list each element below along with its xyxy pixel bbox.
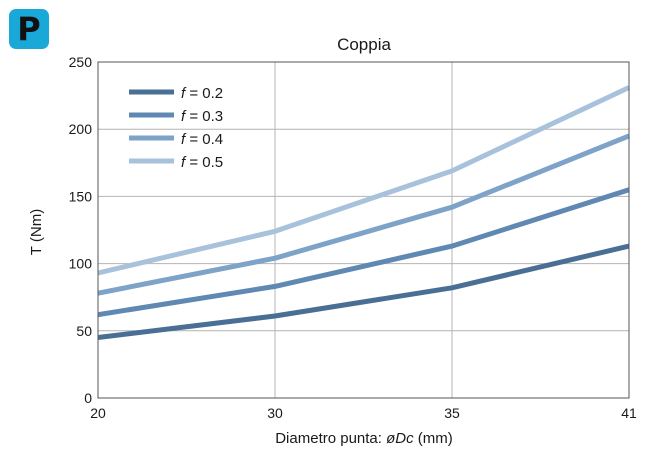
y-tick-label: 0 (84, 390, 92, 406)
grid (98, 61, 629, 398)
x-tick-label: 20 (90, 405, 106, 421)
legend-label-1: f = 0.2 (181, 85, 223, 102)
tick-labels: 0 50 100 150 200 250 20 30 35 41 (69, 54, 637, 421)
y-tick-label: 150 (69, 188, 93, 204)
x-tick-label: 35 (444, 405, 460, 421)
legend: f = 0.2 f = 0.3 f = 0.4 f = 0.5 (129, 85, 223, 171)
y-tick-label: 200 (69, 121, 93, 137)
x-tick-label: 41 (621, 405, 637, 421)
y-tick-label: 250 (69, 54, 93, 70)
series-line-2 (97, 187, 630, 318)
plot-frame (97, 61, 630, 399)
y-axis-label: T (Nm) (28, 209, 45, 255)
legend-label-4: f = 0.5 (181, 154, 223, 171)
legend-label-3: f = 0.4 (181, 131, 223, 148)
chart-title: Coppia (337, 35, 391, 54)
y-tick-label: 50 (76, 323, 92, 339)
axes (97, 61, 630, 399)
x-axis-label: Diametro punta: øDc (mm) (275, 430, 453, 447)
p-badge: P (9, 9, 49, 49)
series-line-3 (97, 133, 630, 296)
series-line-1 (97, 243, 630, 340)
series-line-4 (97, 85, 631, 276)
x-tick-label: 30 (267, 405, 283, 421)
series-lines (97, 85, 631, 340)
legend-label-2: f = 0.3 (181, 108, 223, 125)
y-tick-label: 100 (69, 256, 93, 272)
